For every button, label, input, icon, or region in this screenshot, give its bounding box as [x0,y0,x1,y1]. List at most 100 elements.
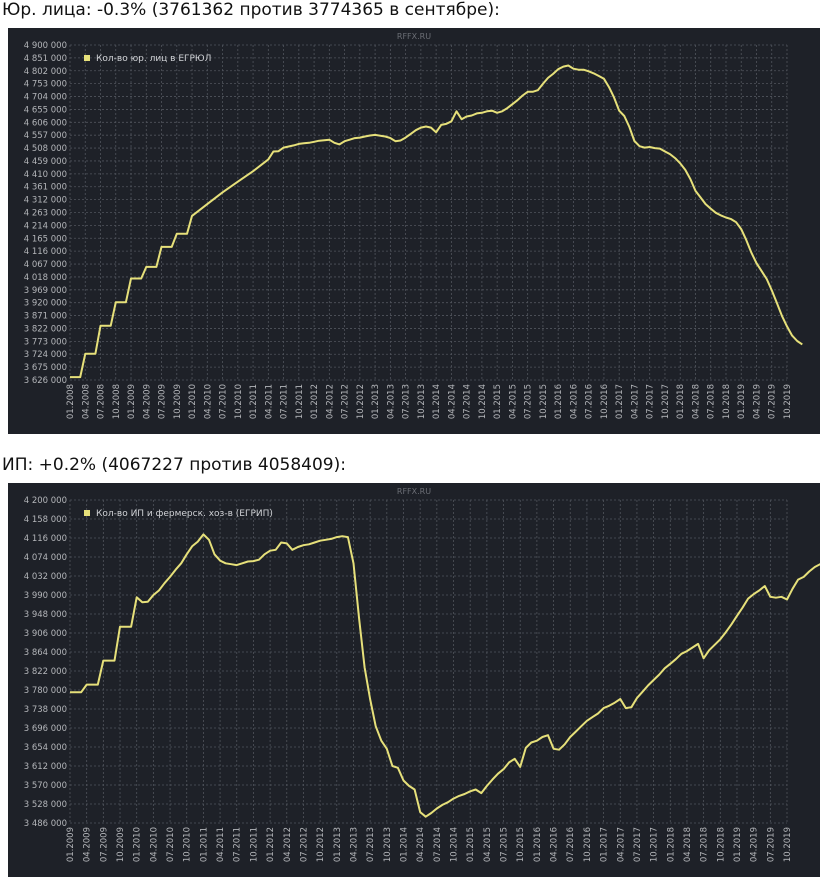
x-tick-label: 04.2017 [630,384,640,419]
y-tick-label: 4 018 000 [24,273,67,283]
x-tick-label: 07.2015 [524,384,534,419]
y-tick-label: 3 906 000 [24,629,67,639]
y-tick-label: 3 948 000 [24,610,67,620]
legend-label: Кол-во юр. лиц в ЕГРЮЛ [96,54,211,64]
x-tick-label: 04.2014 [416,827,426,862]
x-tick-label: 04.2013 [386,384,396,419]
chart-watermark: RFFX.RU [397,32,431,41]
x-tick-label: 07.2012 [299,827,309,862]
y-tick-label: 4 753 000 [24,80,67,90]
y-tick-label: 4 655 000 [24,105,67,115]
y-tick-label: 4 214 000 [24,221,67,231]
x-tick-label: 01.2009 [127,384,137,419]
x-tick-label: 04.2016 [550,827,560,862]
x-tick-label: 10.2012 [356,384,366,419]
x-tick-label: 01.2013 [371,384,381,419]
y-tick-label: 4 312 000 [24,196,67,206]
x-tick-label: 01.2011 [199,827,209,862]
x-tick-label: 10.2013 [383,827,393,862]
x-tick-label: 01.2015 [466,827,476,862]
x-tick-label: 10.2015 [539,384,549,419]
x-tick-label: 10.2017 [661,384,671,419]
y-tick-label: 4 361 000 [24,183,67,193]
y-tick-label: 3 626 000 [24,376,67,386]
x-tick-label: 07.2013 [366,827,376,862]
x-tick-label: 10.2019 [783,384,793,419]
x-tick-label: 10.2009 [173,384,183,419]
x-tick-label: 07.2009 [99,827,109,862]
x-tick-label: 10.2014 [478,384,488,419]
y-tick-label: 4 032 000 [24,572,67,582]
x-tick-label: 07.2014 [433,827,443,862]
x-tick-label: 07.2018 [700,827,710,862]
x-tick-label: 04.2011 [264,384,274,419]
x-tick-label: 04.2018 [691,384,701,419]
y-tick-label: 4 263 000 [24,209,67,219]
y-tick-label: 4 557 000 [24,131,67,141]
x-tick-label: 04.2012 [325,384,335,419]
y-tick-label: 4 158 000 [24,515,67,525]
chart-background [8,28,820,434]
x-tick-label: 01.2014 [399,827,409,862]
y-tick-label: 4 200 000 [24,496,67,506]
y-tick-label: 3 675 000 [24,363,67,373]
y-tick-label: 3 654 000 [24,743,67,753]
legend-marker [84,510,90,516]
x-tick-label: 04.2010 [203,384,213,419]
x-tick-label: 04.2019 [752,384,762,419]
x-tick-label: 01.2009 [66,827,76,862]
y-tick-label: 3 486 000 [24,819,67,829]
x-tick-label: 07.2009 [158,384,168,419]
x-tick-label: 04.2017 [616,827,626,862]
x-tick-label: 10.2009 [116,827,126,862]
x-tick-label: 01.2015 [493,384,503,419]
y-tick-label: 4 116 000 [24,534,67,544]
chart-heading-legal-entities: Юр. лица: -0.3% (3761362 против 3774365 … [2,0,500,20]
x-tick-label: 01.2017 [600,827,610,862]
individual-entrepreneurs-chart: RFFX.RU 3 486 000 3 528 000 3 570 000 3 612 … [8,483,820,877]
chart-background [8,483,820,877]
y-tick-label: 4 165 000 [24,234,67,244]
x-tick-label: 10.2015 [516,827,526,862]
x-tick-label: 04.2013 [349,827,359,862]
x-tick-label: 10.2011 [295,384,305,419]
legal-entities-chart: RFFX.RU 3 626 000 3 675 000 3 724 000 3 773 … [8,28,820,434]
series-line [70,533,820,818]
x-tick-label: 01.2008 [66,384,76,419]
x-tick-label: 01.2016 [554,384,564,419]
x-tick-label: 10.2012 [316,827,326,862]
x-tick-label: 07.2013 [402,384,412,419]
y-tick-label: 3 724 000 [24,350,67,360]
y-tick-label: 3 612 000 [24,762,67,772]
y-tick-label: 3 570 000 [24,781,67,791]
x-tick-label: 01.2019 [733,827,743,862]
y-tick-label: 4 067 000 [24,260,67,270]
x-tick-label: 10.2008 [112,384,122,419]
x-tick-label: 10.2019 [783,827,793,862]
x-tick-label: 07.2016 [566,827,576,862]
y-tick-label: 4 704 000 [24,93,67,103]
y-tick-label: 4 606 000 [24,118,67,128]
x-tick-label: 10.2017 [650,827,660,862]
x-tick-label: 01.2019 [737,384,747,419]
x-tick-label: 01.2010 [133,827,143,862]
x-tick-label: 07.2017 [633,827,643,862]
legend-marker [84,55,90,61]
x-tick-label: 04.2009 [83,827,93,862]
x-tick-label: 07.2011 [280,384,290,419]
chart-watermark: RFFX.RU [397,487,431,496]
x-tick-label: 07.2019 [766,827,776,862]
x-tick-label: 07.2008 [97,384,107,419]
x-tick-label: 10.2011 [249,827,259,862]
y-tick-label: 3 864 000 [24,648,67,658]
x-tick-label: 04.2011 [216,827,226,862]
y-tick-label: 3 990 000 [24,591,67,601]
x-tick-label: 10.2016 [583,827,593,862]
y-tick-label: 3 969 000 [24,286,67,296]
x-tick-label: 10.2018 [716,827,726,862]
x-tick-label: 10.2010 [234,384,244,419]
x-tick-label: 01.2016 [533,827,543,862]
x-tick-label: 01.2012 [266,827,276,862]
x-tick-label: 04.2018 [683,827,693,862]
y-tick-label: 4 116 000 [24,247,67,257]
